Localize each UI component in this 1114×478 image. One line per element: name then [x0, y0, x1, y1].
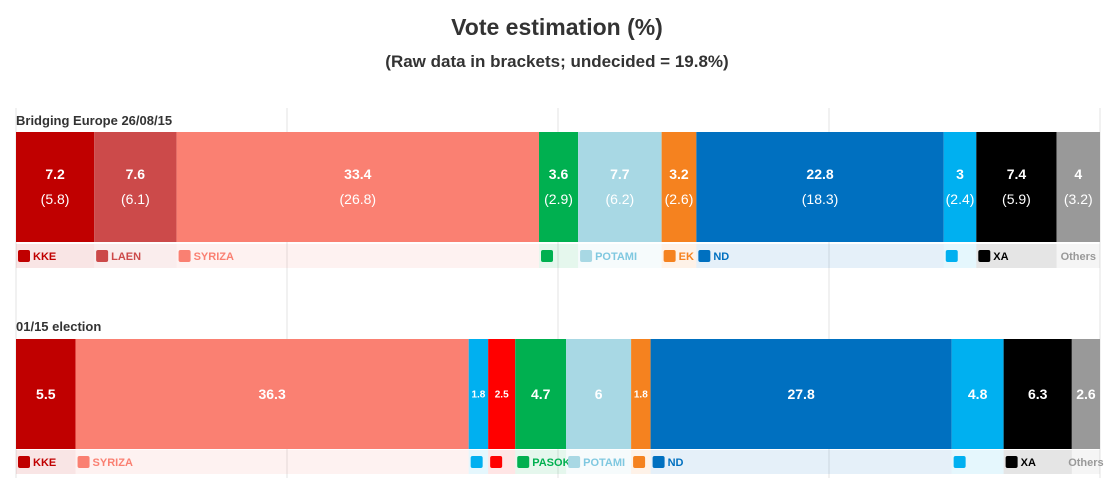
bar-segment: [1003, 339, 1072, 449]
value-label: 33.4: [344, 166, 371, 182]
party-label: LAEN: [111, 251, 141, 263]
party-label: SYRIZA: [93, 457, 133, 469]
raw-label: (26.8): [340, 191, 377, 207]
value-label: 3.6: [549, 166, 569, 182]
raw-label: (5.9): [1002, 191, 1031, 207]
party-logo-icon: [568, 456, 581, 468]
bar-segment: [176, 132, 540, 242]
label-strip: [696, 244, 944, 268]
party-logo-icon: [978, 250, 991, 262]
party-logo-icon: [541, 250, 554, 262]
value-label: 7.2: [45, 166, 65, 182]
party-logo-icon: [178, 250, 191, 262]
party-logo-icon: [96, 250, 109, 262]
bar-segment: [488, 339, 516, 449]
value-label: 36.3: [258, 386, 285, 402]
value-label: 3.2: [669, 166, 689, 182]
party-label: Others: [1061, 251, 1096, 263]
bar-segment: [1071, 339, 1100, 449]
bar-segment: [566, 339, 632, 449]
chart-title: Vote estimation (%): [451, 14, 663, 40]
party-logo-icon: [490, 456, 503, 468]
poll-row: Bridging Europe 26/08/15 7.2 (5.8) KKE 7.6 (6…: [16, 113, 1100, 268]
value-label: 27.8: [787, 386, 814, 402]
party-logo-icon: [580, 250, 593, 262]
raw-label: (2.6): [665, 191, 694, 207]
poll-label: 01/15 election: [16, 319, 101, 334]
label-strip: [176, 244, 540, 268]
party-label: KKE: [33, 457, 56, 469]
party-label: POTAMI: [583, 457, 625, 469]
raw-label: (6.2): [605, 191, 634, 207]
value-label: 4: [1074, 166, 1082, 182]
raw-label: (2.9): [544, 191, 573, 207]
party-label: XA: [993, 251, 1008, 263]
raw-label: (3.2): [1064, 191, 1093, 207]
value-label: 7.6: [126, 166, 146, 182]
party-label: KKE: [33, 251, 56, 263]
bar-segment: [468, 339, 489, 449]
party-label: XA: [1021, 457, 1036, 469]
party-logo-icon: [18, 456, 30, 468]
party-logo-icon: [953, 456, 966, 468]
value-label: 3: [956, 166, 964, 182]
value-label: 2.6: [1076, 386, 1096, 402]
raw-label: (6.1): [121, 191, 150, 207]
label-strip: [1071, 450, 1100, 474]
value-label: 4.7: [531, 386, 551, 402]
value-label: 22.8: [806, 166, 833, 182]
value-label: 7.4: [1007, 166, 1027, 182]
bar-segment: [578, 132, 662, 242]
value-label: 2.5: [495, 390, 509, 401]
bar-segment: [661, 132, 697, 242]
bar-segment: [650, 339, 952, 449]
value-label: 5.5: [36, 386, 56, 402]
party-logo-icon: [633, 456, 646, 468]
value-label: 7.7: [610, 166, 630, 182]
bar-segment: [976, 132, 1057, 242]
party-logo-icon: [1005, 456, 1018, 468]
label-strip: [650, 450, 952, 474]
bar-segment: [16, 132, 95, 242]
party-label: POTAMI: [595, 251, 637, 263]
bar-segment: [75, 339, 469, 449]
party-logo-icon: [18, 250, 30, 262]
party-label: EK: [679, 251, 694, 263]
bar-segment: [951, 339, 1004, 449]
value-label: 6.3: [1028, 386, 1048, 402]
party-logo-icon: [652, 456, 665, 468]
poll-label: Bridging Europe 26/08/15: [16, 113, 172, 128]
party-logo-icon: [77, 456, 90, 468]
bar-segment: [94, 132, 177, 242]
chart-subtitle: (Raw data in brackets; undecided = 19.8%…: [385, 52, 729, 71]
party-logo-icon: [945, 250, 958, 262]
value-label: 4.8: [968, 386, 988, 402]
party-label: ND: [713, 251, 729, 263]
value-label: 6: [595, 386, 603, 402]
party-label: Others: [1068, 457, 1103, 469]
label-strip: [1056, 244, 1100, 268]
raw-label: (18.3): [802, 191, 839, 207]
bar-segment: [631, 339, 651, 449]
value-label: 1.8: [634, 390, 648, 401]
party-logo-icon: [698, 250, 711, 262]
value-label: 1.8: [471, 390, 485, 401]
party-label: ND: [668, 457, 684, 469]
raw-label: (5.8): [41, 191, 70, 207]
party-label: SYRIZA: [194, 251, 234, 263]
bar-segment: [539, 132, 579, 242]
poll-row: 01/15 election 5.5 KKE 36.3 SYRIZA 1.8 2.5 4.7 P…: [16, 319, 1104, 474]
bar-segment: [16, 339, 76, 449]
raw-label: (2.4): [946, 191, 975, 207]
bar-segment: [1056, 132, 1100, 242]
party-label: PASOK: [532, 457, 570, 469]
bar-segment: [515, 339, 567, 449]
label-strip: [75, 450, 469, 474]
bar-segment: [943, 132, 977, 242]
bar-segment: [696, 132, 944, 242]
party-logo-icon: [663, 250, 676, 262]
party-logo-icon: [470, 456, 483, 468]
party-logo-icon: [517, 456, 530, 468]
